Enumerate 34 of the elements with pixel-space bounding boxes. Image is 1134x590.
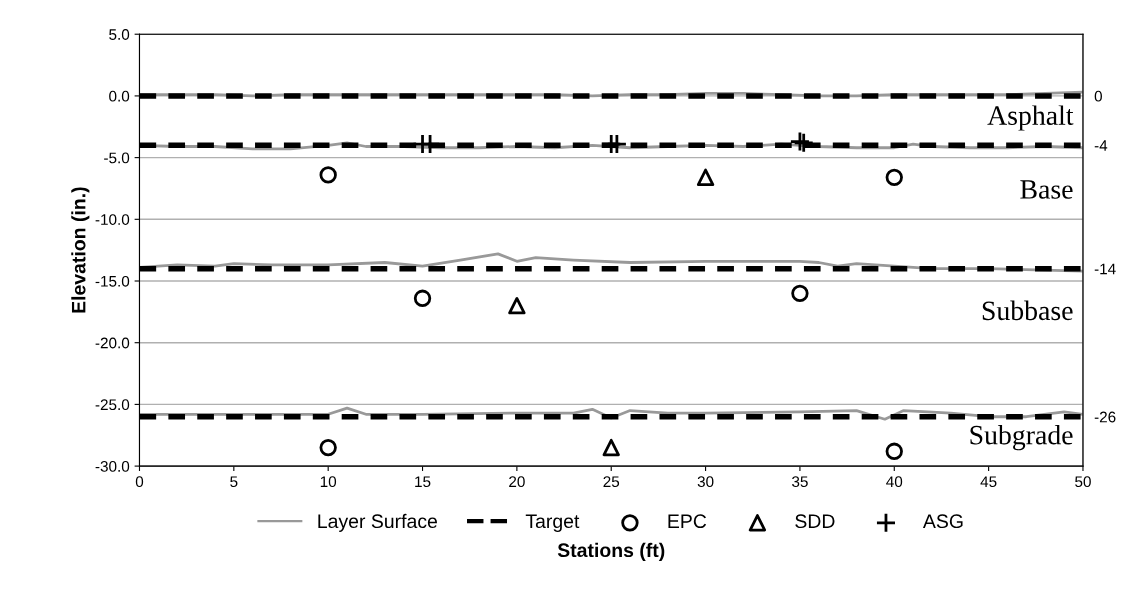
- y-tick-label: -5.0: [104, 152, 130, 164]
- x-tick-label: 45: [980, 476, 997, 488]
- x-tick-label: 20: [509, 476, 525, 488]
- legend-label: Layer Surface: [318, 513, 437, 532]
- y-tick-label: 5.0: [109, 29, 130, 40]
- y2-tick-label: -14: [1094, 263, 1116, 275]
- annotation: Subgrade: [970, 424, 1073, 451]
- y2-tick-label: -4: [1094, 140, 1108, 151]
- y2-tick-label: -26: [1094, 411, 1116, 423]
- legend-label: EPC: [668, 514, 707, 529]
- legend-label: Target: [525, 514, 580, 532]
- y-tick-label: -20.0: [95, 337, 130, 349]
- y-tick-label: -30.0: [95, 460, 130, 472]
- x-axis-title: Stations (ft): [557, 542, 665, 561]
- x-tick-label: 10: [320, 476, 337, 488]
- y-tick-label: -15.0: [95, 275, 130, 287]
- x-tick-label: 25: [603, 476, 620, 488]
- annotation: Subbase: [982, 300, 1073, 321]
- x-tick-label: 35: [792, 476, 808, 488]
- y-tick-label: -10.0: [95, 214, 130, 225]
- x-tick-label: 40: [886, 476, 903, 488]
- legend-label: SDD: [795, 514, 835, 529]
- y-tick-label: 0.0: [109, 90, 130, 102]
- x-tick-label: 30: [697, 476, 714, 488]
- y2-tick-label: 0: [1094, 90, 1102, 102]
- y-tick-label: -25.0: [95, 399, 130, 411]
- legend-label: ASG: [922, 514, 963, 529]
- annotation: Asphalt: [987, 105, 1074, 131]
- x-tick-label: 50: [1075, 476, 1091, 488]
- x-tick-label: 0: [135, 476, 144, 488]
- annotation: Base: [1020, 180, 1073, 199]
- y-axis-title: Elevation (in.): [71, 187, 90, 313]
- x-tick-label: 5: [230, 476, 238, 488]
- x-tick-label: 15: [415, 476, 431, 488]
